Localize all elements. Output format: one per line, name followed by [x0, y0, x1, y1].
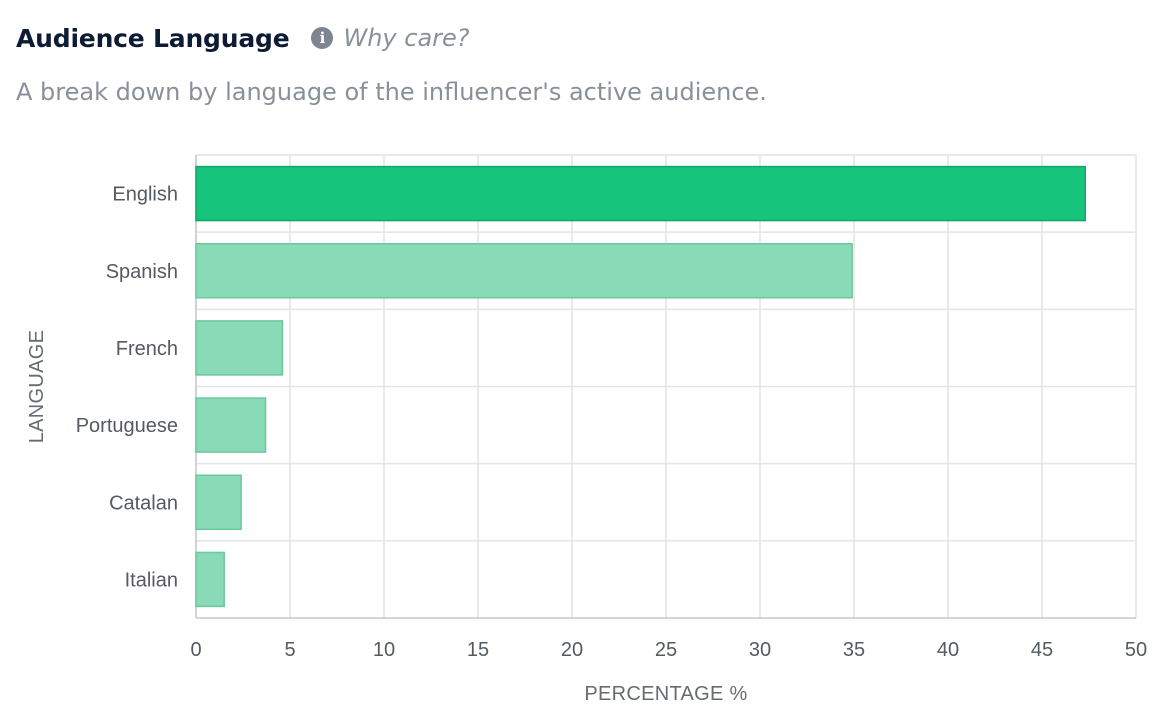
x-tick-label: 35 [843, 639, 865, 661]
x-tick-label: 10 [373, 639, 395, 661]
x-tick-label: 45 [1031, 639, 1053, 661]
x-tick-label: 15 [467, 639, 489, 661]
x-tick-label: 5 [284, 639, 295, 661]
category-labels: English Spanish French Portuguese Catalan Ita… [76, 184, 178, 592]
chart-bars [195, 165, 1086, 608]
section-title: Audience Language [16, 23, 290, 53]
category-label: Portuguese [76, 415, 178, 437]
y-axis-title: LANGUAGE [26, 330, 48, 444]
bar-spanish[interactable] [195, 243, 853, 299]
why-care-link[interactable]: i Why care? [311, 24, 470, 52]
x-tick-labels: 0 5 10 15 20 25 30 35 40 45 50 [190, 639, 1147, 661]
section-subtitle: A break down by language of the influenc… [16, 78, 767, 106]
x-tick-label: 50 [1125, 639, 1147, 661]
why-care-text[interactable]: Why care? [343, 24, 470, 52]
bar-italian[interactable] [195, 551, 225, 608]
bar-english[interactable] [195, 165, 1086, 222]
x-tick-label: 0 [190, 639, 201, 661]
x-axis-title: PERCENTAGE % [584, 683, 747, 705]
info-icon[interactable]: i [311, 27, 334, 49]
category-label: English [112, 184, 178, 206]
x-tick-label: 25 [655, 639, 677, 661]
category-label: Spanish [106, 261, 178, 283]
category-label: Catalan [109, 492, 178, 514]
x-tick-label: 30 [749, 639, 771, 661]
bar-french[interactable] [195, 320, 284, 376]
category-label: French [116, 338, 178, 360]
x-tick-label: 40 [937, 639, 959, 661]
category-label: Italian [125, 569, 178, 591]
bar-catalan[interactable] [195, 474, 242, 530]
chart-grid [195, 154, 1137, 619]
section-header: Audience Language i Why care? [16, 18, 470, 58]
bar-portuguese[interactable] [195, 397, 267, 453]
x-tick-label: 20 [561, 639, 583, 661]
